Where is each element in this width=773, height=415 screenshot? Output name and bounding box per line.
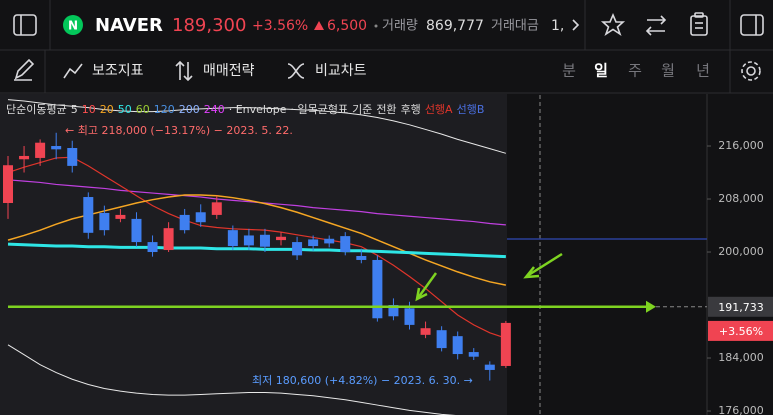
legend-item: 기준 — [352, 103, 372, 116]
legend-item: 전환 — [376, 103, 396, 116]
price-label-bg — [708, 296, 773, 317]
legend-item: 60 — [136, 103, 150, 116]
drawn-arrows — [415, 252, 563, 302]
change: 6,500 — [327, 18, 367, 34]
period-tab[interactable]: 년 — [696, 62, 710, 80]
panel-icon[interactable] — [740, 14, 764, 36]
price-label: 191,733 — [718, 301, 764, 314]
candle-body — [3, 165, 13, 203]
y-tick-label: 208,000 — [718, 192, 764, 205]
legend-item: 5 — [71, 103, 78, 116]
period-tab[interactable]: 월 — [661, 62, 675, 80]
candle-body — [147, 242, 158, 253]
stock-name: NAVER — [95, 15, 163, 36]
candle-body — [259, 234, 270, 247]
candle-body — [115, 214, 126, 219]
plot — [3, 99, 511, 415]
candle-body — [308, 239, 319, 247]
candle-body — [51, 146, 62, 150]
axis-bg — [707, 94, 773, 415]
candle-body — [292, 242, 303, 256]
legend-item: 200 — [179, 103, 200, 116]
candle-body — [420, 328, 431, 335]
legend-item: 단순이동평균 — [6, 103, 67, 116]
logo-text: N — [68, 19, 78, 33]
logo — [63, 15, 83, 35]
legend-item: 120 — [154, 103, 175, 116]
candle-body — [83, 197, 94, 233]
change-label: +3.56% — [719, 325, 763, 338]
settings-icon[interactable] — [741, 61, 761, 81]
candle-body — [452, 336, 463, 355]
legend-item: 240 — [204, 103, 225, 116]
candle-body — [436, 330, 447, 349]
amount: 1, — [551, 18, 564, 34]
legend-item: 선행B — [457, 103, 485, 116]
note-icon[interactable] — [690, 12, 708, 36]
period-tab[interactable]: 일 — [594, 62, 608, 80]
candle-body — [179, 214, 190, 231]
volume-label: 거래량 — [382, 19, 418, 34]
legend-item: 20 — [100, 103, 114, 116]
indicator-line — [7, 156, 507, 339]
favorite-icon[interactable] — [600, 12, 626, 36]
scroll-right[interactable] — [572, 19, 580, 31]
price: 189,300 — [172, 15, 246, 36]
period-tab[interactable]: 분 — [562, 62, 576, 80]
y-tick-label: 216,000 — [718, 139, 764, 152]
annotation: ← 최고 218,000 (−13.17%) − 2023. 5. 22. — [65, 124, 293, 137]
indicator-line — [7, 99, 506, 154]
candle-body — [404, 308, 415, 325]
amount-label: 거래대금 — [491, 19, 539, 34]
toolbar-item[interactable]: 보조지표 — [92, 63, 144, 79]
annotation: 최저 180,600 (+4.82%) − 2023. 6. 30. → — [252, 374, 473, 387]
period-tab[interactable]: 주 — [628, 62, 642, 80]
price-line-arrow — [646, 300, 656, 313]
y-tick-label: 200,000 — [718, 245, 764, 258]
candle-body — [372, 259, 383, 319]
legend-item: 50 — [118, 103, 132, 116]
candle-body — [211, 202, 222, 215]
legend-item: 선행A — [425, 103, 453, 116]
legend-item: · Envelope — [229, 103, 287, 116]
candle-body — [67, 148, 78, 166]
y-axis: 216,000 208,000 200,000 184,000 176,000 — [707, 139, 764, 415]
swap-icon[interactable] — [645, 15, 667, 36]
sidebar-icon[interactable] — [13, 14, 37, 36]
candle-body — [356, 255, 367, 260]
candle-body — [163, 228, 174, 251]
candle-body — [468, 352, 479, 357]
candle-body — [500, 322, 511, 366]
y-tick-label: 184,000 — [718, 351, 764, 364]
indicator-line — [7, 242, 506, 259]
candle-body — [35, 142, 46, 158]
candle-body — [99, 212, 110, 231]
candle-body — [388, 305, 399, 317]
legend-item: 10 — [82, 103, 96, 116]
candle-body — [484, 364, 495, 370]
candle-body — [276, 236, 287, 241]
toolbar-item[interactable]: 비교차트 — [315, 63, 367, 79]
draw-icon[interactable] — [14, 58, 35, 81]
candle-body — [227, 230, 238, 247]
candle-body — [19, 155, 30, 160]
toolbar-item[interactable]: 매매전략 — [203, 63, 255, 79]
candle-body — [243, 235, 254, 246]
toolbar: 보조지표 매매전략 비교차트 분 일 주 월 년 — [14, 50, 761, 93]
change-pct: +3.56% — [252, 18, 308, 34]
legend-item: 후행 — [401, 103, 421, 116]
candle-body — [131, 218, 142, 243]
volume: 869,777 — [426, 18, 484, 34]
candle-body — [340, 236, 351, 253]
header: N NAVER 189,300 +3.56% 6,500 거래량 869,777… — [13, 0, 764, 50]
legend-item: · 일목균형표 — [290, 102, 348, 116]
up-arrow — [314, 21, 324, 30]
change-label-bg — [708, 320, 773, 341]
candle-body — [324, 238, 335, 244]
y-tick-label: 176,000 — [718, 404, 764, 415]
indicator-line — [7, 344, 456, 415]
candle-body — [195, 212, 206, 223]
